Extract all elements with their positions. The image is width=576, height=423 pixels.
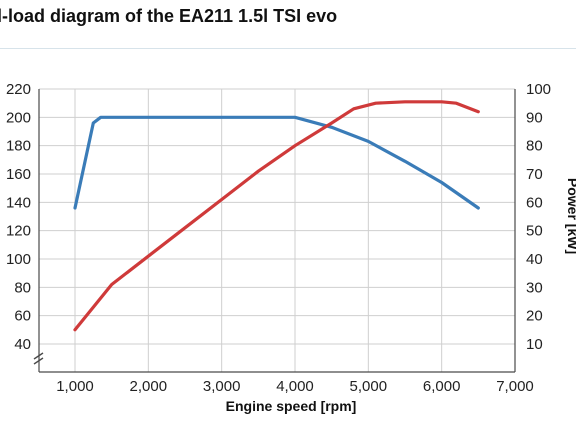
y-tick-label: 40 xyxy=(14,336,31,353)
x-tick-label: 7,000 xyxy=(496,378,534,395)
y-tick-label: 200 xyxy=(6,109,31,126)
y-tick-label: 80 xyxy=(14,279,31,296)
y2-tick-label: 100 xyxy=(526,81,551,98)
y2-tick-label: 60 xyxy=(526,194,543,211)
y2-tick-label: 70 xyxy=(526,166,543,183)
y-tick-label: 120 xyxy=(6,223,31,240)
x-tick-label: 3,000 xyxy=(203,378,241,395)
x-axis-title: Engine speed [rpm] xyxy=(226,398,357,414)
axis-break-mark xyxy=(33,357,44,365)
y2-tick-label: 90 xyxy=(526,109,543,126)
axis-break-icon xyxy=(33,352,44,365)
tick-labels: 220 200 180 160 140 120 100 80 60 40 100 90 80 70 60 50… xyxy=(6,81,576,414)
axes xyxy=(33,89,516,373)
y-tick-label: 220 xyxy=(6,81,31,98)
y2-axis-title: Power [kW] xyxy=(565,178,576,254)
grid-lines xyxy=(39,88,515,372)
series-layer xyxy=(73,100,480,332)
series-line-power xyxy=(73,100,480,332)
y2-tick-label: 50 xyxy=(526,223,543,240)
y-tick-label: 100 xyxy=(6,251,31,268)
y-tick-label: 140 xyxy=(6,194,31,211)
y2-tick-label: 10 xyxy=(526,336,543,353)
x-tick-label: 5,000 xyxy=(350,378,388,395)
x-tick-label: 2,000 xyxy=(130,378,168,395)
axis-break-mark xyxy=(33,352,44,360)
y-tick-label: 160 xyxy=(6,166,31,183)
y-tick-label: 60 xyxy=(14,308,31,325)
chart-title: ll-load diagram of the EA211 1.5l TSI ev… xyxy=(0,6,338,26)
y2-tick-label: 40 xyxy=(526,251,543,268)
header-bar: ll-load diagram of the EA211 1.5l TSI ev… xyxy=(0,0,576,49)
y2-tick-label: 80 xyxy=(526,138,543,155)
y-tick-label: 180 xyxy=(6,138,31,155)
x-tick-label: 6,000 xyxy=(423,378,461,395)
y2-tick-label: 20 xyxy=(526,308,543,325)
series-line-torque xyxy=(73,115,480,210)
y2-tick-label: 30 xyxy=(526,279,543,296)
x-tick-label: 1,000 xyxy=(56,378,94,395)
x-tick-label: 4,000 xyxy=(276,378,314,395)
